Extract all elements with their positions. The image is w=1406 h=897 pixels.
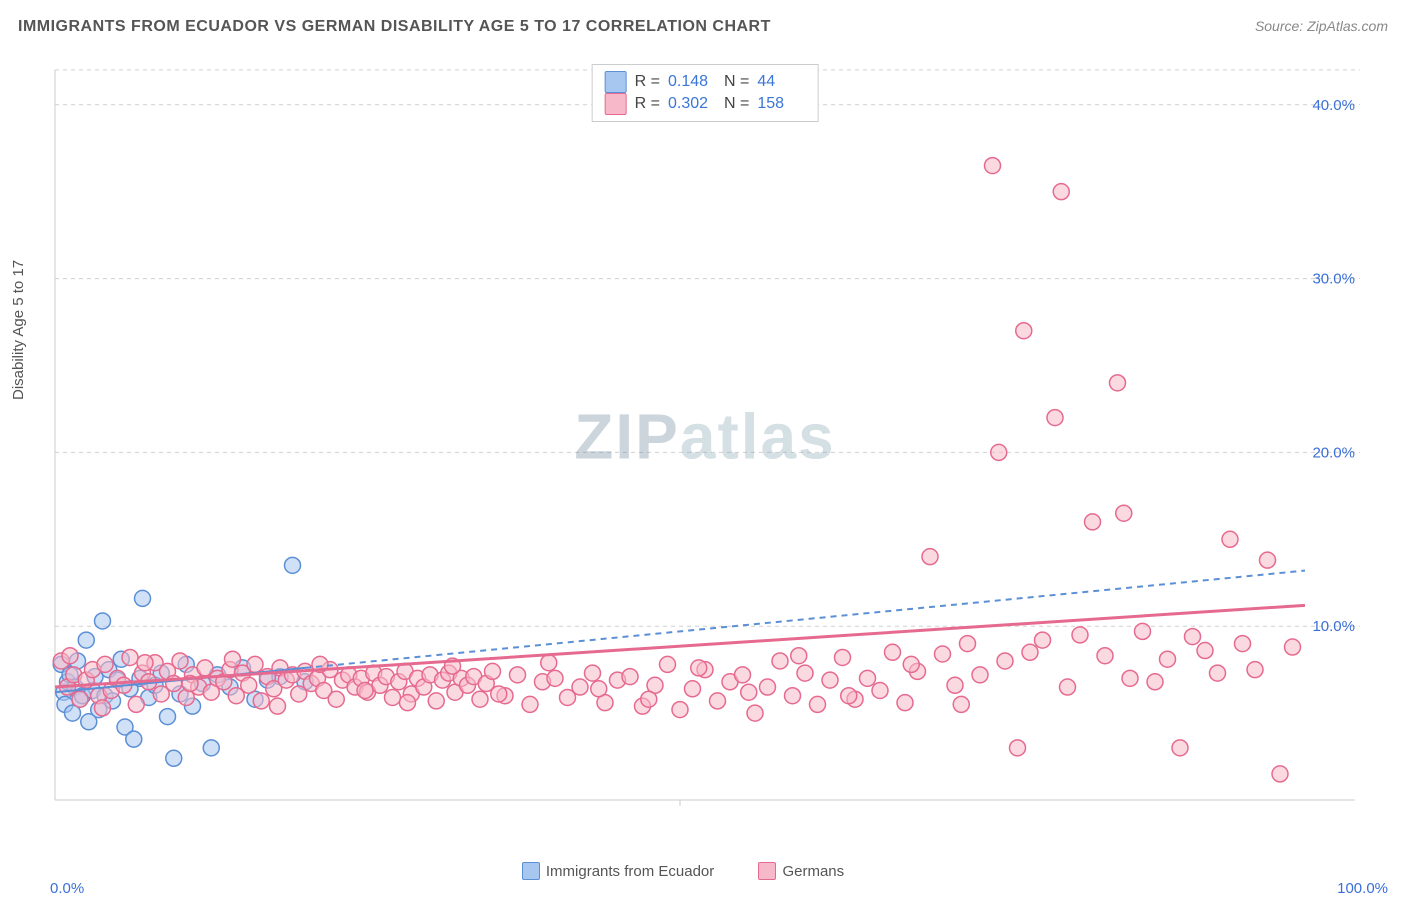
series-legend: Immigrants from Ecuador Germans	[0, 862, 1406, 880]
chart-container: IMMIGRANTS FROM ECUADOR VS GERMAN DISABI…	[0, 0, 1406, 892]
r-label: R =	[635, 73, 660, 91]
y-axis-label: Disability Age 5 to 17	[10, 260, 27, 400]
n-value: 158	[757, 95, 805, 113]
n-label: N =	[724, 95, 749, 113]
legend-swatch-icon	[758, 862, 776, 880]
n-value: 44	[757, 73, 805, 91]
legend-swatch-icon	[522, 862, 540, 880]
plot-area: 10.0% 20.0% 30.0% 40.0% R = 0.148 N = 44 R …	[50, 60, 1360, 820]
x-axis-min-label: 0.0%	[50, 880, 84, 897]
legend-label: Germans	[782, 863, 844, 880]
correlation-stats-legend: R = 0.148 N = 44 R = 0.302 N = 158	[592, 64, 819, 122]
chart-title: IMMIGRANTS FROM ECUADOR VS GERMAN DISABI…	[18, 18, 771, 36]
x-axis-max-label: 100.0%	[1337, 880, 1388, 897]
scatter-chart-svg: 10.0% 20.0% 30.0% 40.0%	[50, 60, 1360, 820]
stats-row: R = 0.302 N = 158	[605, 93, 806, 115]
legend-swatch-icon	[605, 93, 627, 115]
svg-text:30.0%: 30.0%	[1312, 271, 1355, 288]
r-label: R =	[635, 95, 660, 113]
source-attribution: Source: ZipAtlas.com	[1255, 18, 1388, 34]
legend-label: Immigrants from Ecuador	[546, 863, 714, 880]
svg-text:40.0%: 40.0%	[1312, 97, 1355, 114]
stats-row: R = 0.148 N = 44	[605, 71, 806, 93]
n-label: N =	[724, 73, 749, 91]
svg-text:20.0%: 20.0%	[1312, 444, 1355, 461]
legend-swatch-icon	[605, 71, 627, 93]
r-value: 0.148	[668, 73, 716, 91]
svg-text:10.0%: 10.0%	[1312, 618, 1355, 635]
r-value: 0.302	[668, 95, 716, 113]
